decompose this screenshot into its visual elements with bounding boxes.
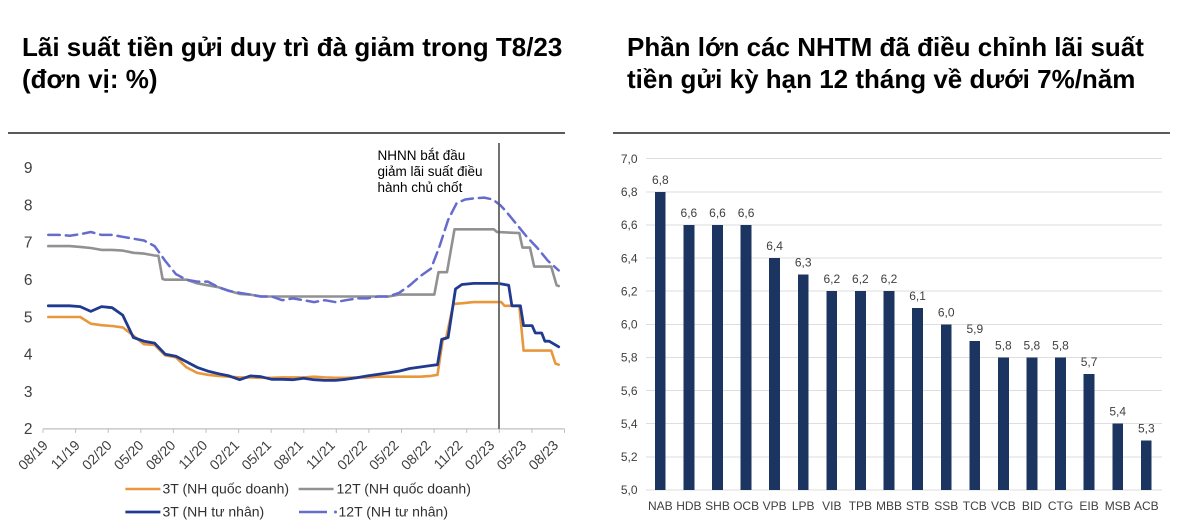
svg-text:02/22: 02/22: [334, 437, 370, 473]
svg-text:7: 7: [24, 235, 33, 252]
svg-text:6,2: 6,2: [621, 284, 638, 298]
svg-text:ACB: ACB: [1134, 499, 1159, 513]
svg-text:MBB: MBB: [876, 499, 902, 513]
svg-text:11/21: 11/21: [303, 437, 339, 473]
svg-text:hành chủ chốt: hành chủ chốt: [378, 180, 463, 195]
svg-text:6,4: 6,4: [766, 239, 783, 253]
svg-text:VIB: VIB: [822, 499, 841, 513]
svg-text:3T (NH tư nhân): 3T (NH tư nhân): [163, 504, 265, 520]
svg-text:7,0: 7,0: [621, 152, 638, 166]
svg-text:6,6: 6,6: [738, 206, 755, 220]
svg-text:08/21: 08/21: [270, 437, 306, 473]
svg-text:5,8: 5,8: [621, 351, 638, 365]
svg-text:SHB: SHB: [705, 499, 730, 513]
svg-text:05/22: 05/22: [366, 437, 402, 473]
svg-text:SSB: SSB: [934, 499, 958, 513]
svg-text:5,9: 5,9: [966, 322, 983, 336]
svg-text:5,4: 5,4: [1109, 405, 1126, 419]
svg-text:5,8: 5,8: [1024, 339, 1041, 353]
svg-text:5,7: 5,7: [1081, 355, 1098, 369]
svg-text:6,3: 6,3: [795, 256, 812, 270]
svg-text:8: 8: [24, 197, 33, 214]
svg-text:9: 9: [24, 160, 33, 177]
svg-text:08/20: 08/20: [142, 437, 178, 473]
svg-text:3: 3: [24, 384, 33, 401]
svg-text:4: 4: [24, 347, 33, 364]
svg-text:2: 2: [24, 421, 33, 438]
svg-text:08/19: 08/19: [15, 437, 51, 473]
svg-text:6,6: 6,6: [709, 206, 726, 220]
svg-text:5,3: 5,3: [1138, 421, 1155, 435]
svg-text:11/22: 11/22: [430, 437, 466, 473]
svg-text:05/23: 05/23: [493, 437, 529, 473]
svg-text:6,4: 6,4: [621, 251, 638, 265]
svg-text:5,4: 5,4: [621, 417, 638, 431]
svg-text:5,8: 5,8: [995, 339, 1012, 353]
svg-text:6,0: 6,0: [938, 305, 955, 319]
svg-text:05/20: 05/20: [111, 437, 147, 473]
svg-text:02/21: 02/21: [206, 437, 242, 473]
svg-text:6,8: 6,8: [652, 173, 669, 187]
svg-text:5,6: 5,6: [621, 384, 638, 398]
svg-text:LPB: LPB: [792, 499, 815, 513]
svg-text:05/21: 05/21: [238, 437, 274, 473]
svg-text:02/23: 02/23: [461, 437, 497, 473]
svg-text:11/19: 11/19: [47, 437, 83, 473]
svg-text:6,1: 6,1: [909, 289, 926, 303]
svg-text:5: 5: [24, 309, 33, 326]
svg-text:giảm lãi suất điều: giảm lãi suất điều: [378, 164, 483, 179]
svg-text:3T (NH quốc doanh): 3T (NH quốc doanh): [163, 481, 290, 497]
svg-text:6,6: 6,6: [621, 218, 638, 232]
svg-text:6,0: 6,0: [621, 318, 638, 332]
svg-text:11/20: 11/20: [175, 437, 211, 473]
svg-text:VPB: VPB: [763, 499, 787, 513]
svg-text:5,8: 5,8: [1052, 339, 1069, 353]
svg-text:12T (NH tư nhân): 12T (NH tư nhân): [339, 504, 449, 520]
svg-text:TCB: TCB: [963, 499, 987, 513]
svg-text:VCB: VCB: [991, 499, 1016, 513]
svg-text:NAB: NAB: [648, 499, 673, 513]
svg-text:6,8: 6,8: [621, 185, 638, 199]
svg-text:STB: STB: [906, 499, 929, 513]
svg-text:6: 6: [24, 272, 33, 289]
svg-text:6,2: 6,2: [823, 272, 840, 286]
svg-text:MSB: MSB: [1105, 499, 1131, 513]
svg-text:OCB: OCB: [733, 499, 759, 513]
svg-text:08/22: 08/22: [398, 437, 434, 473]
svg-text:12T (NH quốc doanh): 12T (NH quốc doanh): [337, 481, 471, 497]
svg-text:TPB: TPB: [849, 499, 872, 513]
svg-text:BID: BID: [1022, 499, 1042, 513]
svg-text:NHNN bắt đầu: NHNN bắt đầu: [378, 148, 466, 163]
svg-text:6,2: 6,2: [881, 272, 898, 286]
svg-text:6,6: 6,6: [681, 206, 698, 220]
svg-text:5,0: 5,0: [621, 483, 638, 497]
svg-text:02/20: 02/20: [79, 437, 115, 473]
svg-text:5,2: 5,2: [621, 450, 638, 464]
svg-text:08/23: 08/23: [525, 437, 561, 473]
svg-text:6,2: 6,2: [852, 272, 869, 286]
svg-text:EIB: EIB: [1079, 499, 1098, 513]
svg-text:HDB: HDB: [676, 499, 701, 513]
svg-text:CTG: CTG: [1048, 499, 1073, 513]
